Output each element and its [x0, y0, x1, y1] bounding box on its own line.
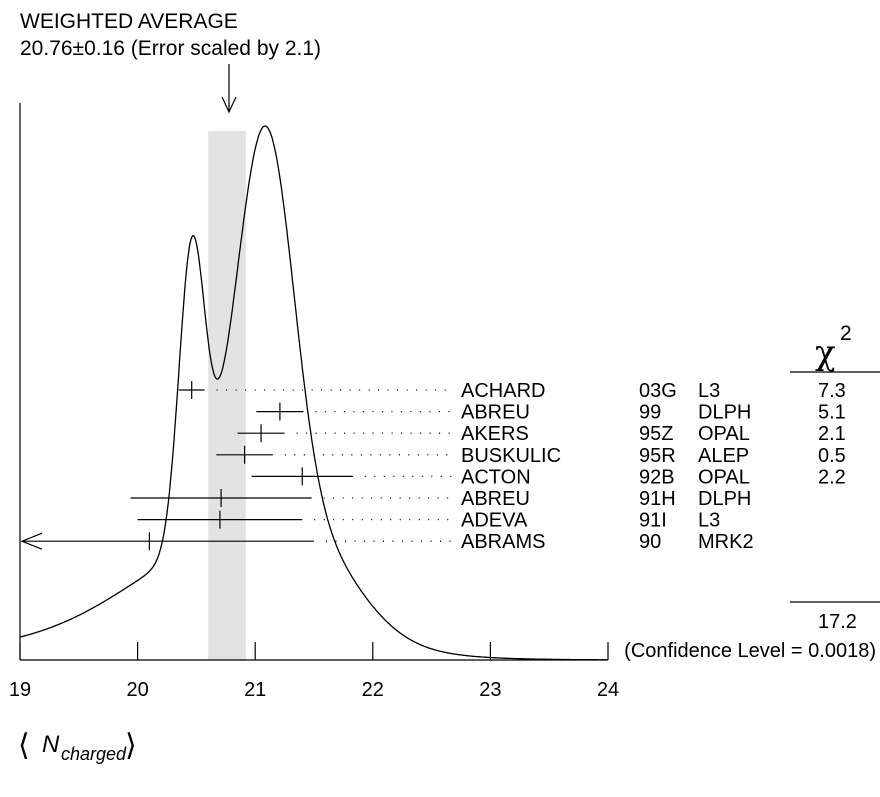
row-chi2: 2.2: [818, 466, 846, 488]
row-reference: 99: [639, 402, 661, 424]
error-bar: [256, 402, 304, 421]
row-author: BUSKULIC: [461, 445, 561, 467]
row-chi2: 7.3: [818, 380, 846, 402]
x-tick-label: 22: [362, 679, 384, 701]
error-bar: [130, 489, 312, 507]
x-label-open-bracket: ⟨: [18, 728, 30, 763]
row-reference: 90: [639, 531, 661, 553]
row-chi2: 2.1: [818, 423, 846, 445]
row-reference: 92B: [639, 466, 675, 488]
table-row: AKERS 95Z OPAL 2.1: [461, 423, 846, 445]
row-author: ABRAMS: [461, 531, 545, 553]
row-chi2: 0.5: [818, 445, 846, 467]
average-band: [208, 131, 246, 660]
row-author: ABREU: [461, 402, 530, 424]
row-author: ACHARD: [461, 380, 545, 402]
chi2-symbol: χ: [815, 333, 836, 373]
table-row: ADEVA 91I L3: [461, 510, 720, 532]
row-experiment: OPAL: [698, 423, 750, 445]
chi2-total: 17.2: [818, 611, 857, 633]
row-reference: 95Z: [639, 423, 673, 445]
x-tick-label: 21: [244, 679, 266, 701]
row-experiment: DLPH: [698, 488, 751, 510]
x-tick-label: 19: [9, 679, 31, 701]
row-author: ACTON: [461, 466, 531, 488]
table-row: ABRAMS 90 MRK2: [461, 531, 754, 553]
row-author: ABREU: [461, 488, 530, 510]
chi2-exponent: 2: [840, 322, 852, 345]
table-row: ACHARD 03G L3 7.3: [461, 380, 846, 402]
chart-subtitle: 20.76±0.16 (Error scaled by 2.1): [20, 37, 321, 60]
x-tick-label: 20: [126, 679, 148, 701]
row-experiment: L3: [698, 510, 720, 532]
row-experiment: MRK2: [698, 531, 754, 553]
table-row: ABREU 91H DLPH: [461, 488, 751, 510]
row-experiment: DLPH: [698, 402, 751, 424]
average-arrow-icon: [221, 64, 237, 114]
x-tick-label: 23: [479, 679, 501, 701]
error-bar: [216, 445, 273, 464]
chart-title: WEIGHTED AVERAGE: [20, 10, 238, 33]
error-bar: [20, 532, 314, 551]
table-row: ABREU 99 DLPH 5.1: [461, 402, 846, 424]
row-author: ADEVA: [461, 510, 528, 532]
table-row: ACTON 92B OPAL 2.2: [461, 466, 846, 488]
error-bar: [251, 467, 353, 486]
row-experiment: L3: [698, 380, 720, 402]
row-author: AKERS: [461, 423, 529, 445]
row-reference: 91I: [639, 510, 667, 532]
table-row: BUSKULIC 95R ALEP 0.5: [461, 445, 846, 467]
error-bar: [178, 381, 205, 399]
row-reference: 95R: [639, 445, 676, 467]
row-reference: 03G: [639, 380, 677, 402]
row-reference: 91H: [639, 488, 676, 510]
x-label-subscript: charged: [61, 744, 127, 764]
row-experiment: ALEP: [698, 445, 749, 467]
x-tick-label: 24: [597, 679, 619, 701]
x-label-close-bracket: ⟩: [125, 728, 137, 763]
row-chi2: 5.1: [818, 402, 846, 424]
x-label-symbol: N: [42, 731, 60, 758]
error-bar: [137, 510, 303, 529]
ideogram-curve: [19, 125, 608, 661]
x-axis-label: ⟨ N charged ⟩: [18, 728, 137, 764]
confidence-level: (Confidence Level = 0.0018): [624, 640, 876, 662]
row-experiment: OPAL: [698, 466, 750, 488]
error-bar: [237, 424, 285, 443]
